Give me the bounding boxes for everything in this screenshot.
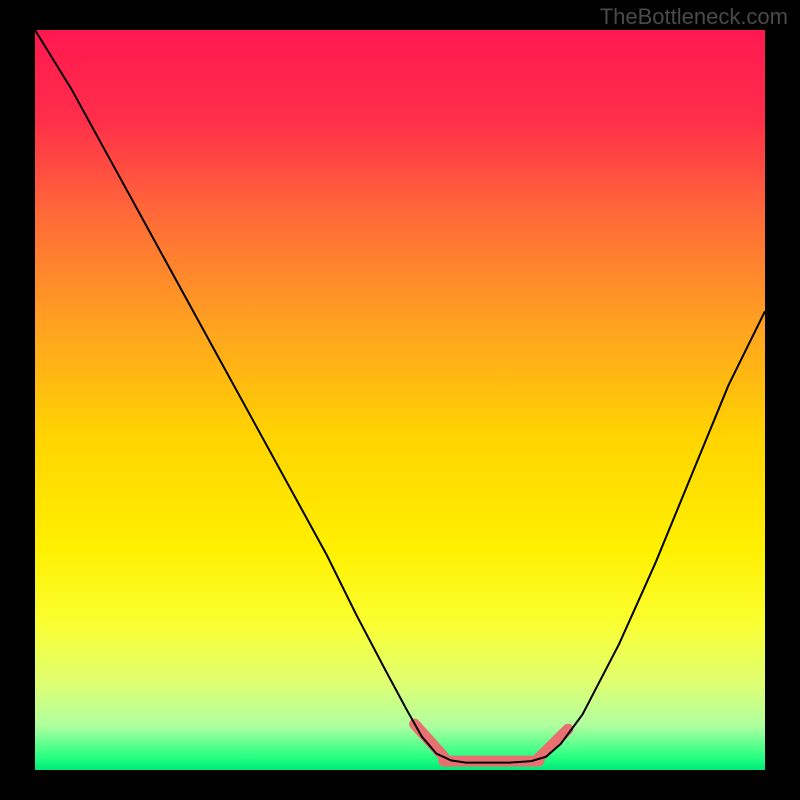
watermark-text: TheBottleneck.com [600, 4, 788, 30]
plot-area [35, 30, 765, 770]
chart-curve [35, 30, 765, 770]
